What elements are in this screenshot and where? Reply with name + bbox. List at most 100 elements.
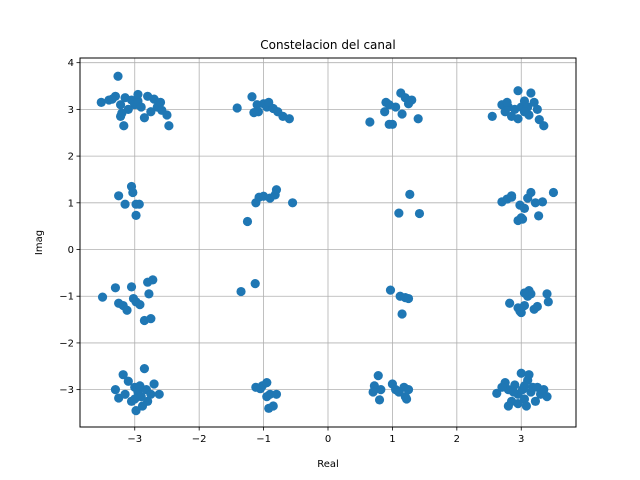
scatter-point (539, 385, 549, 395)
y-tick-label: 0 (68, 245, 74, 256)
x-tick-label: 0 (325, 434, 331, 445)
y-tick-label: 2 (68, 152, 74, 163)
scatter-point (247, 92, 257, 102)
scatter-point (414, 208, 425, 219)
scatter-point (113, 71, 123, 81)
scatter-point (144, 289, 154, 299)
scatter-point (530, 396, 541, 406)
scatter-point (405, 189, 415, 199)
scatter-point (508, 387, 519, 397)
scatter-point (119, 121, 129, 131)
scatter-point (384, 119, 394, 129)
scatter-point (542, 392, 552, 402)
scatter-point (519, 203, 530, 214)
scatter-point (519, 381, 530, 391)
x-axis-label: Real (317, 459, 339, 470)
scatter-point (401, 394, 412, 404)
scatter-point (510, 380, 520, 390)
scatter-point (137, 401, 148, 411)
scatter-point (537, 197, 548, 207)
scatter-point (516, 213, 526, 223)
scatter-point (135, 300, 145, 310)
scatter-point (118, 370, 128, 380)
scatter-point (521, 401, 532, 411)
scatter-point (385, 285, 396, 295)
y-tick-label: −2 (59, 338, 74, 349)
scatter-point (543, 297, 553, 307)
scatter-point (397, 309, 407, 319)
scatter-point (164, 121, 174, 131)
scatter-point (126, 282, 137, 292)
scatter-point (524, 370, 534, 380)
scatter-point (236, 286, 246, 297)
scatter-point (503, 401, 513, 411)
scatter-point (403, 293, 414, 304)
y-tick-label: 1 (68, 198, 74, 209)
scatter-point (135, 381, 145, 391)
scatter-point (139, 364, 150, 374)
scatter-point (107, 94, 117, 104)
scatter-point (110, 283, 121, 293)
scatter-point (526, 88, 536, 98)
y-tick-label: 3 (68, 105, 74, 116)
scatter-point (136, 102, 146, 112)
scatter-point (368, 387, 378, 397)
scatter-point (133, 89, 143, 100)
x-tick-label: 3 (518, 434, 524, 445)
scatter-point (397, 109, 407, 119)
scatter-point (502, 97, 512, 107)
scatter-point (249, 108, 259, 118)
scatter-point (148, 275, 158, 285)
scatter-point (123, 376, 133, 386)
scatter-point (271, 389, 282, 399)
scatter-point (539, 121, 549, 131)
scatter-point (529, 97, 539, 107)
scatter-point (394, 208, 404, 218)
scatter-point (524, 110, 534, 120)
scatter-point (155, 97, 166, 107)
scatter-point (487, 111, 497, 121)
scatter-point (250, 279, 260, 289)
scatter-point (376, 385, 386, 395)
y-tick-label: 4 (68, 58, 74, 69)
scatter-point (149, 379, 159, 389)
scatter-point (264, 403, 274, 413)
chart-title: Constelacion del canal (260, 38, 395, 52)
scatter-point (532, 104, 542, 114)
y-tick-label: −3 (59, 385, 74, 396)
scatter-point (526, 187, 536, 198)
scatter-point (264, 97, 274, 107)
scatter-point (413, 114, 423, 124)
scatter-point (497, 382, 507, 392)
scatter-point (115, 111, 126, 121)
scatter-point (513, 399, 523, 409)
y-tick-label: −1 (59, 292, 74, 303)
scatter-point (271, 185, 282, 195)
scatter-point (134, 199, 144, 209)
scatter-point (120, 199, 130, 209)
scatter-point (407, 95, 417, 105)
y-axis-label: Imag (34, 230, 45, 255)
scatter-point (380, 107, 390, 117)
scatter-point (242, 216, 253, 227)
scatter-point (391, 102, 401, 112)
scatter-point (284, 114, 294, 124)
scatter-point (287, 198, 298, 208)
scatter-point (365, 117, 375, 127)
scatter-point (115, 100, 126, 110)
scatter-point (534, 211, 544, 221)
scatter-point (542, 289, 552, 299)
scatter-point (548, 187, 559, 198)
scatter-point (505, 298, 515, 308)
scatter-point (530, 198, 541, 208)
scatter-point (146, 107, 156, 117)
x-tick-label: −3 (127, 434, 142, 445)
x-tick-label: −1 (256, 434, 271, 445)
scatter-point (519, 288, 530, 298)
x-tick-label: 1 (389, 434, 395, 445)
scatter-point (373, 371, 383, 381)
scatter-point (128, 187, 138, 198)
scatter-point (131, 210, 141, 221)
scatter-point (506, 191, 517, 201)
